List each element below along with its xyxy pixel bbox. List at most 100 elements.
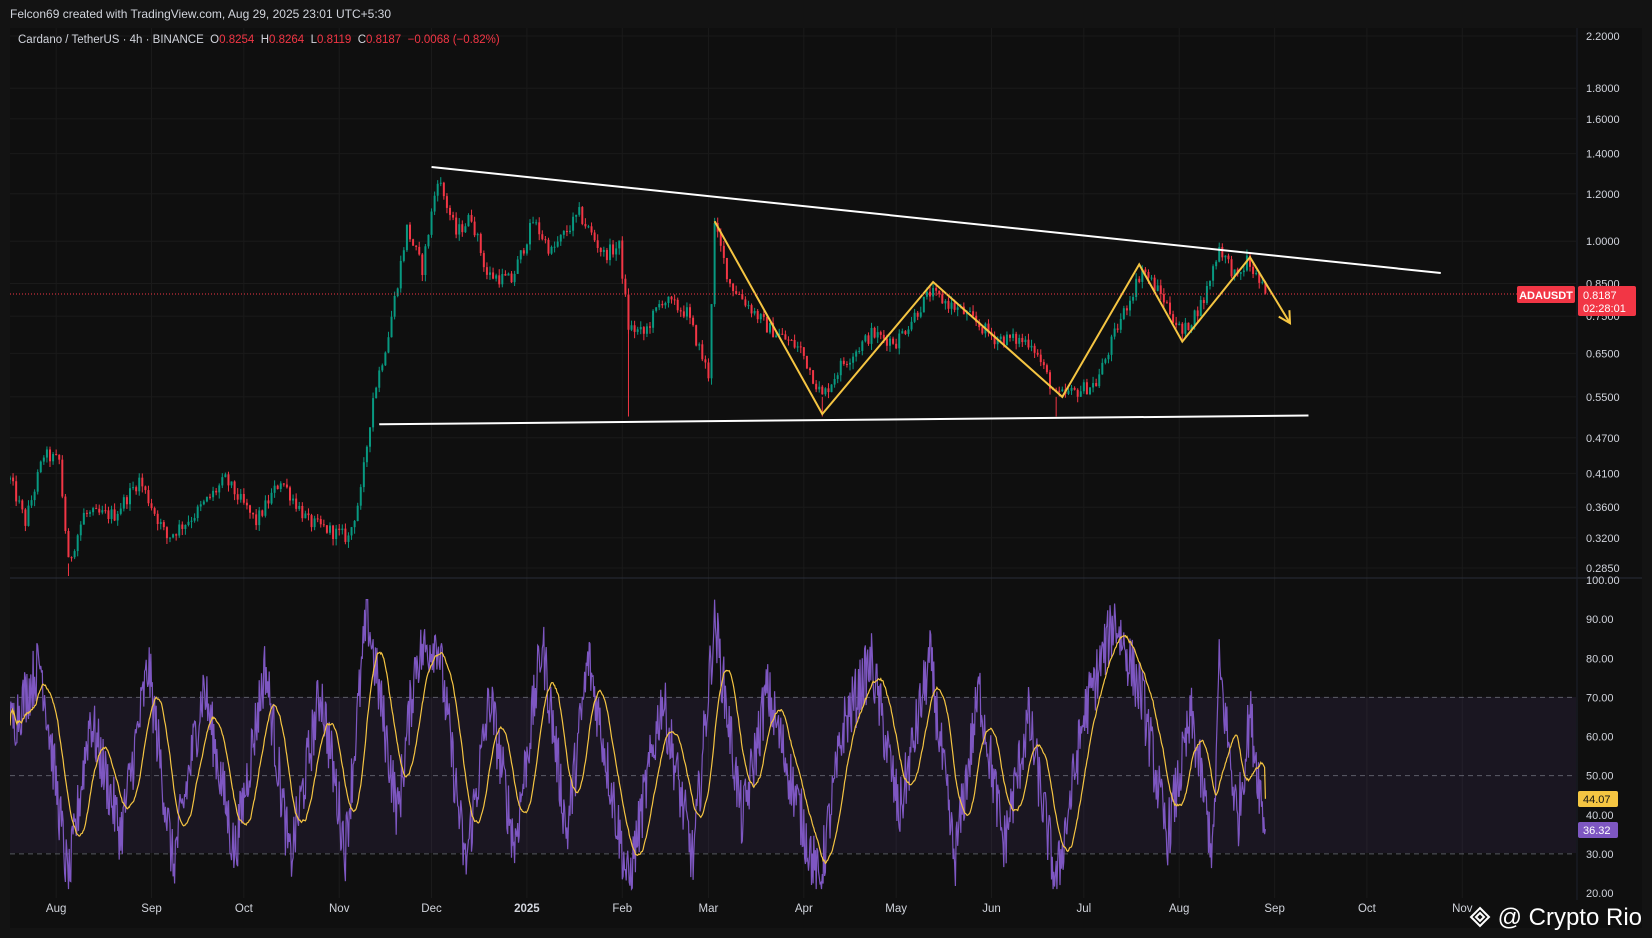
candle-body (805, 355, 808, 369)
candle-body (778, 333, 781, 336)
candle-body (713, 222, 716, 305)
candle-body (870, 327, 873, 344)
candle-body (642, 327, 645, 334)
legend-low-value: 0.8119 (317, 34, 352, 46)
candle-body (587, 226, 590, 228)
candle-body (298, 505, 301, 509)
candle-body (839, 360, 842, 376)
candle-body (452, 214, 455, 218)
candle-body (793, 339, 796, 348)
candle-body (1036, 352, 1039, 355)
candle-body (701, 344, 704, 360)
candle-body (1033, 345, 1036, 353)
candle-body (910, 321, 913, 330)
candle-body (707, 362, 710, 379)
candle-body (187, 521, 190, 525)
candle-body (369, 427, 371, 447)
candle-body (624, 278, 627, 295)
price-tag-price: 0.8187 (1583, 290, 1617, 302)
time-axis[interactable]: Aug Sep Oct Nov Dec 2025 Feb Mar Apr May Jun Jul Aug… (46, 903, 1473, 915)
candle-body (325, 525, 328, 533)
legend-open-value: 0.8254 (219, 34, 255, 46)
candle-body (390, 316, 393, 338)
rsi-tick-label: 100.00 (1586, 575, 1620, 587)
candle-body (1227, 255, 1230, 260)
candle-body (744, 299, 747, 306)
rsi-layer (10, 598, 1266, 891)
time-tick-label: Jun (982, 903, 1001, 915)
candle-body (421, 254, 424, 276)
candle-body (316, 518, 319, 520)
candle-body (1098, 374, 1101, 387)
candle-body (941, 294, 944, 304)
candle-body (747, 305, 750, 307)
candle-body (1230, 259, 1233, 277)
candle-body (639, 327, 642, 330)
candle-body (762, 314, 765, 317)
candle-body (901, 331, 904, 334)
candle-body (510, 273, 513, 283)
candle-body (30, 500, 33, 506)
candle-body (815, 383, 818, 390)
candle-body (365, 446, 368, 463)
time-tick-label: Nov (1452, 903, 1473, 915)
candle-body (692, 317, 695, 326)
candle-body (916, 312, 919, 317)
candle-body (1165, 302, 1168, 304)
candle-body (1045, 365, 1048, 373)
candle-body (698, 344, 701, 346)
candle-body (1009, 334, 1011, 338)
candle-body (372, 398, 375, 428)
price-axis[interactable]: 2.20001.80001.60001.40001.20001.00000.85… (1586, 31, 1620, 575)
candle-body (159, 522, 162, 525)
price-tag: ADAUSDT 0.8187 02:28:01 (1517, 286, 1636, 316)
candle-body (482, 253, 485, 268)
time-tick-label: Feb (612, 903, 632, 915)
candle-body (1125, 308, 1128, 311)
price-tick-label: 0.6500 (1586, 348, 1620, 360)
rsi-ma-tag: 44.07 (1583, 794, 1611, 806)
candle-body (82, 512, 85, 525)
candle-body (593, 232, 596, 241)
candle-body (485, 267, 488, 275)
candle-body (178, 524, 181, 536)
candle-body (289, 487, 291, 501)
candle-body (710, 304, 713, 379)
price-tag-value-bg (1578, 286, 1636, 316)
rsi-value-tag-bg (1578, 822, 1618, 838)
candle-body (1015, 333, 1018, 344)
time-tick-label: Oct (235, 903, 254, 915)
candle-body (279, 483, 282, 490)
candle-body (735, 291, 738, 294)
time-tick-label: Sep (141, 903, 161, 915)
candle-body (1070, 387, 1073, 391)
rsi-tick-label: 20.00 (1586, 888, 1614, 900)
candle-body (458, 224, 461, 235)
time-tick-label: Aug (46, 903, 66, 915)
candle-body (236, 494, 239, 500)
candle-body (1245, 255, 1248, 271)
candle-body (1089, 387, 1091, 395)
candle-body (1156, 285, 1159, 291)
candle-body (347, 535, 350, 542)
candle-body (1018, 337, 1021, 344)
candle-body (1233, 269, 1236, 277)
candle-body (1110, 336, 1113, 355)
candle-body (565, 230, 568, 233)
rsi-axis[interactable]: 100.00 90.00 80.00 70.00 60.00 50.00 40.00 30.0… (1586, 575, 1620, 900)
candle-body (898, 333, 901, 349)
rsi-ma-line (10, 634, 1266, 865)
rsi-value-tag: 36.32 (1583, 825, 1611, 837)
candle-body (670, 296, 673, 300)
chart-frame[interactable] (10, 28, 1642, 928)
ohlc-legend[interactable]: Cardano / TetherUS · 4h · BINANCE O0.825… (18, 34, 500, 46)
candle-body (335, 528, 338, 539)
zigzag-arrowhead (1278, 310, 1292, 325)
candle-body (165, 527, 168, 539)
legend-close-value: 0.8187 (366, 34, 402, 46)
candle-body (818, 386, 821, 390)
candle-body (205, 496, 208, 502)
candle-body (996, 338, 999, 345)
candle-body (1005, 334, 1008, 346)
